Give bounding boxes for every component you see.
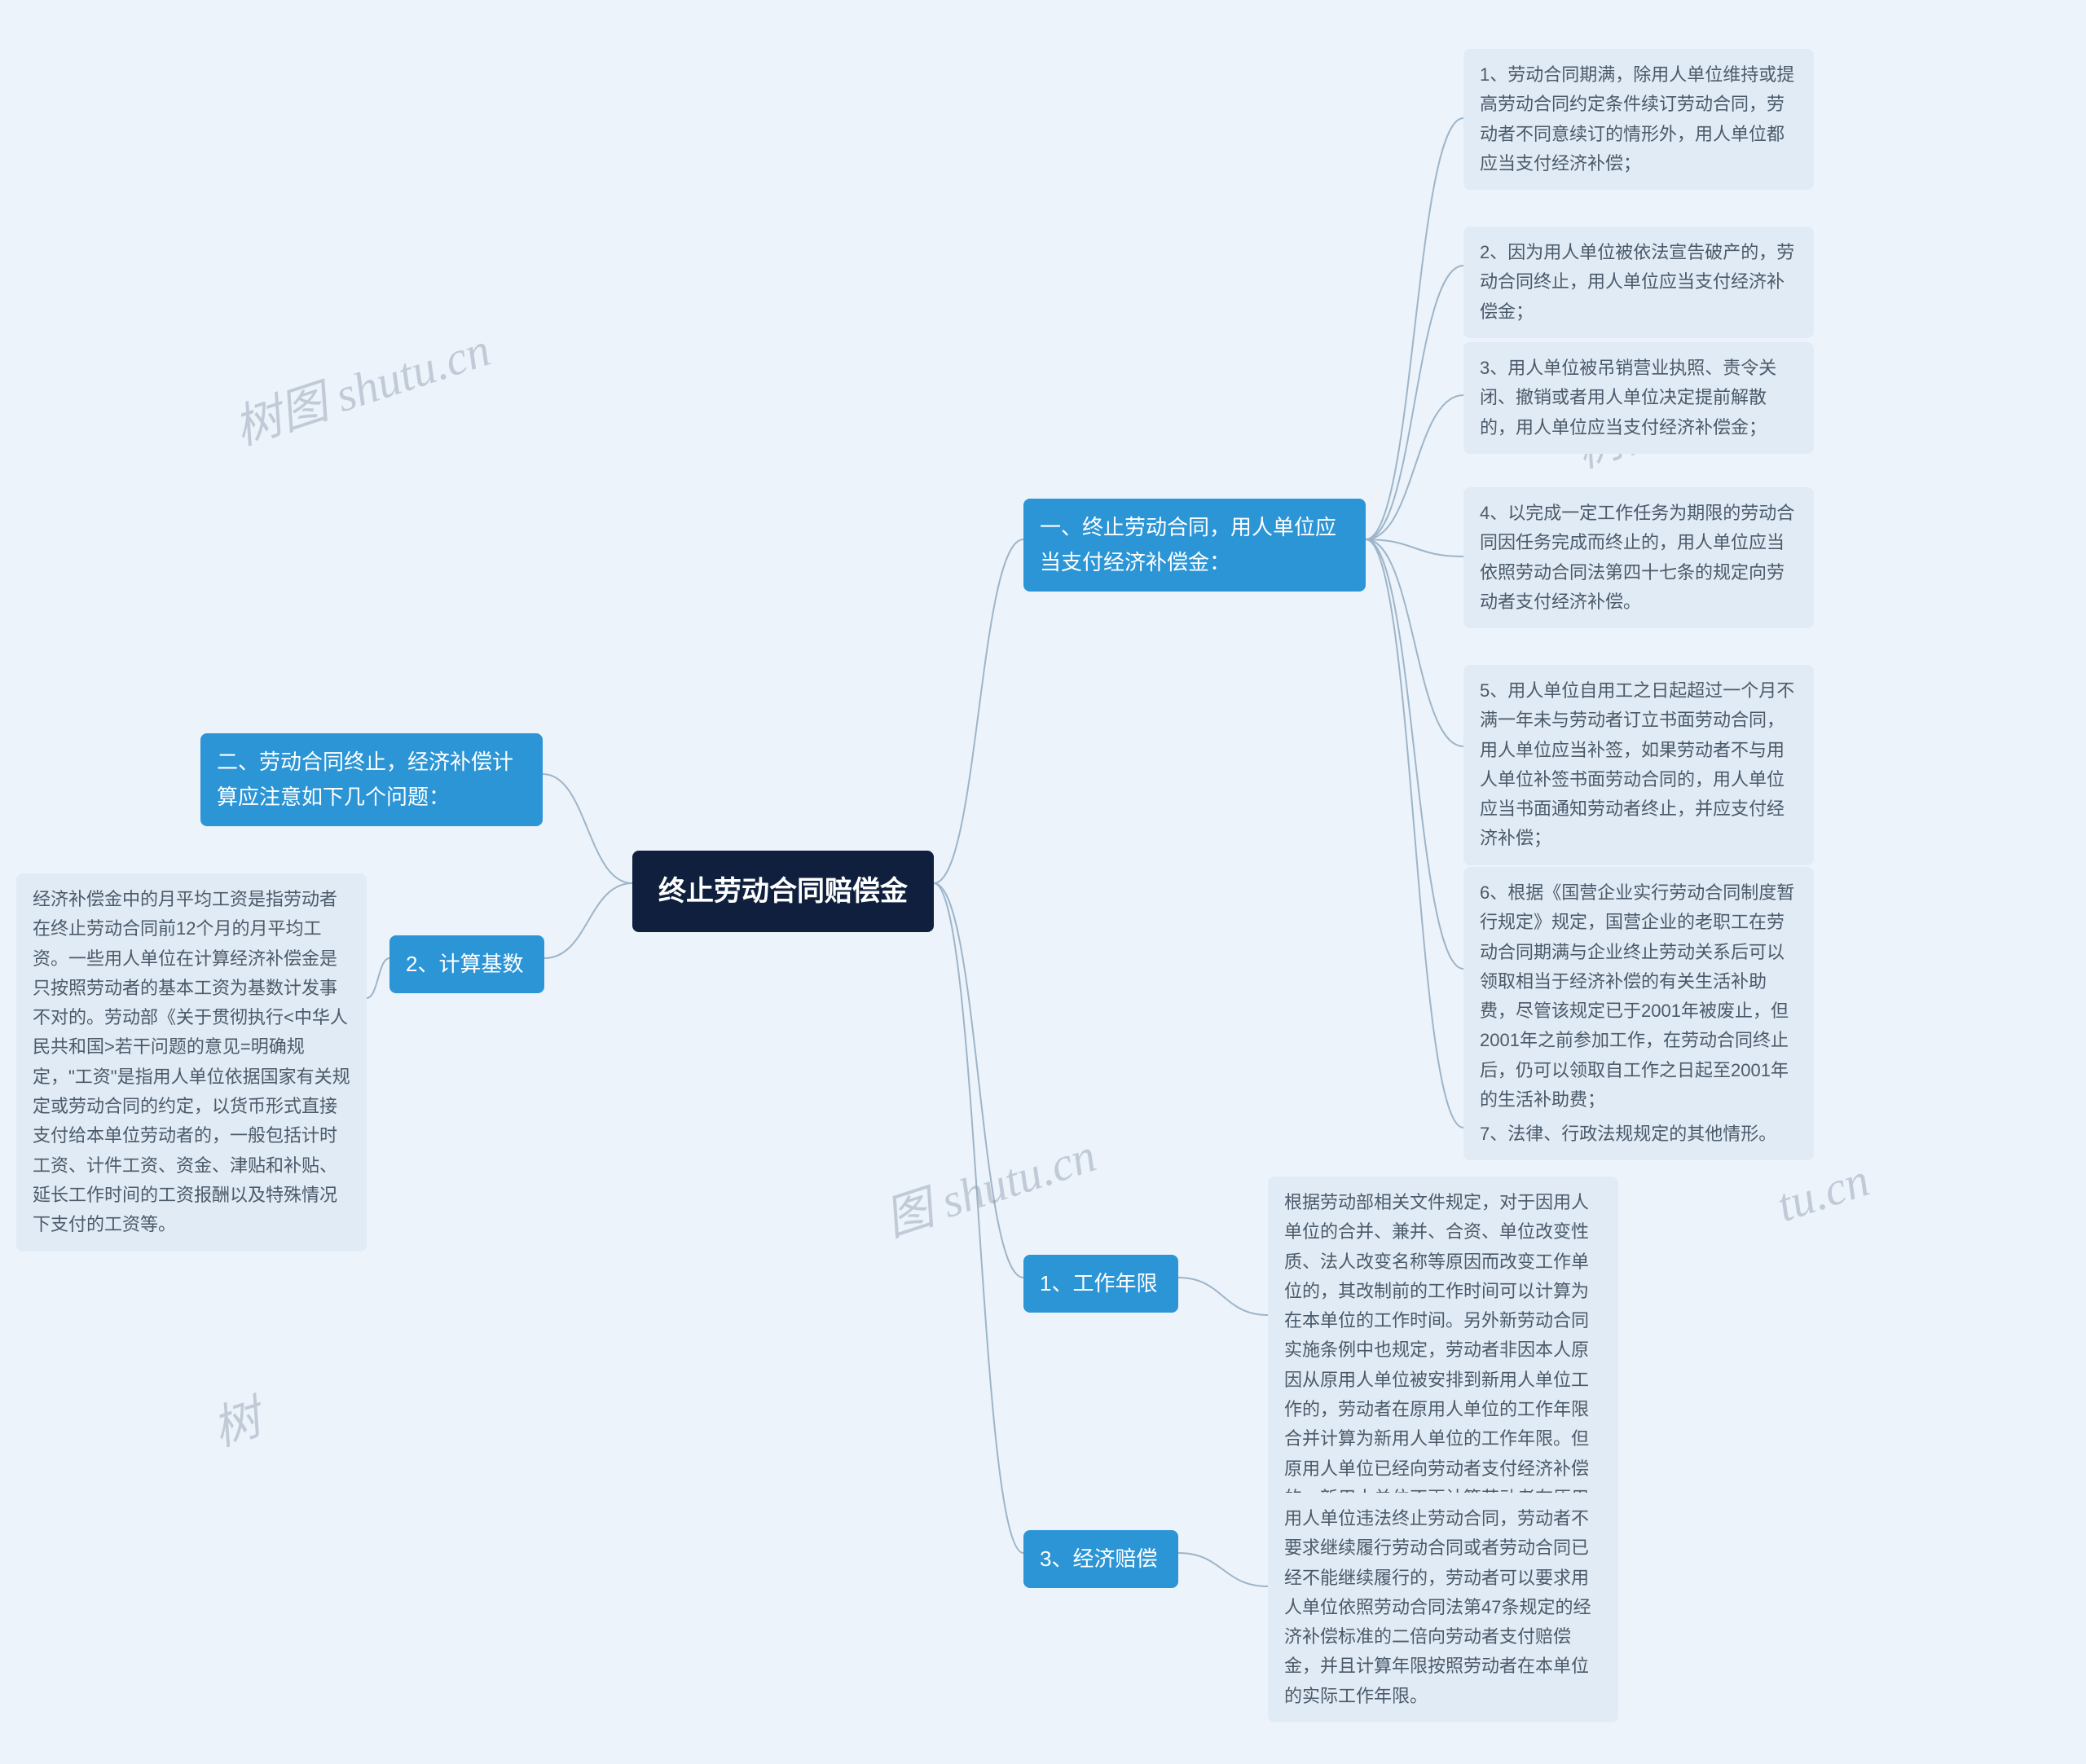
leaf-item[interactable]: 5、用人单位自用工之日起超过一个月不满一年未与劳动者订立书面劳动合同，用人单位应… [1463,665,1814,865]
watermark: 树图 shutu.cn [224,311,497,458]
leaf-item[interactable]: 用人单位违法终止劳动合同，劳动者不要求继续履行劳动合同或者劳动合同已经不能继续履… [1268,1493,1618,1722]
watermark: 树 [202,1379,268,1459]
leaf-item[interactable]: 7、法律、行政法规规定的其他情形。 [1463,1108,1814,1160]
mindmap-canvas: 树图 shutu.cn 图 shutu.cn 树图 sh 树 tu.cn 终止劳… [0,0,2086,1764]
branch-work-years[interactable]: 1、工作年限 [1023,1255,1178,1313]
leaf-item[interactable]: 2、因为用人单位被依法宣告破产的，劳动合同终止，用人单位应当支付经济补偿金； [1463,227,1814,338]
branch-economic-compensation[interactable]: 3、经济赔偿 [1023,1530,1178,1588]
leaf-item[interactable]: 1、劳动合同期满，除用人单位维持或提高劳动合同约定条件续订劳动合同，劳动者不同意… [1463,49,1814,190]
leaf-item[interactable]: 4、以完成一定工作任务为期限的劳动合同因任务完成而终止的，用人单位应当依照劳动合… [1463,487,1814,628]
branch-calc-notes[interactable]: 二、劳动合同终止，经济补偿计算应注意如下几个问题： [200,733,543,826]
branch-calc-base[interactable]: 2、计算基数 [389,935,544,993]
leaf-item[interactable]: 3、用人单位被吊销营业执照、责令关闭、撤销或者用人单位决定提前解散的，用人单位应… [1463,342,1814,454]
leaf-item[interactable]: 6、根据《国营企业实行劳动合同制度暂行规定》规定，国营企业的老职工在劳动合同期满… [1463,867,1814,1126]
watermark: 图 shutu.cn [875,1117,1103,1250]
leaf-item[interactable]: 经济补偿金中的月平均工资是指劳动者在终止劳动合同前12个月的月平均工资。一些用人… [16,873,367,1252]
root-node[interactable]: 终止劳动合同赔偿金 [632,851,934,932]
branch-termination-compensation[interactable]: 一、终止劳动合同，用人单位应当支付经济补偿金： [1023,499,1366,592]
watermark: tu.cn [1770,1152,1875,1233]
